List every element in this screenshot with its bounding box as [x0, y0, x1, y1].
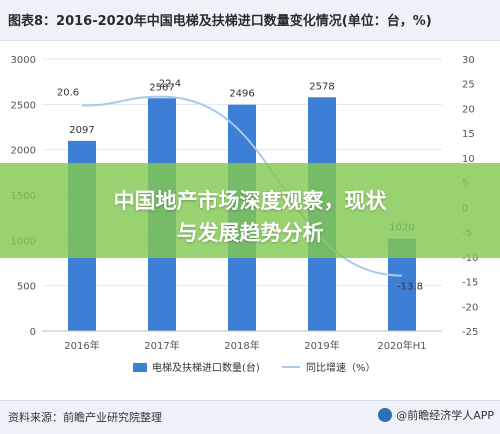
x-tick-label: 2020年H1 [377, 339, 426, 352]
line-value-label: 20.6 [57, 87, 79, 98]
y-right-tick-label: -25 [462, 327, 478, 338]
article-overlay: 中国地产市场深度观察，现状 与发展趋势分析 [0, 163, 500, 258]
y-right-tick-label: -20 [462, 302, 478, 313]
y-right-tick-label: 15 [462, 129, 475, 140]
y-right-tick-label: 25 [462, 80, 475, 91]
source-note: 资料来源：前瞻产业研究院整理 [8, 411, 162, 424]
overlay-title-line1: 中国地产市场深度观察，现状 [113, 189, 387, 213]
x-tick-label: 2019年 [304, 339, 339, 352]
y-left-tick-label: 500 [17, 282, 36, 293]
brand-label: @前瞻经济学人APP [396, 409, 494, 422]
y-right-tick-label: -10 [462, 253, 478, 264]
x-tick-label: 2018年 [224, 339, 259, 352]
x-tick-label: 2017年 [144, 339, 179, 352]
overlay-title-line2: 与发展趋势分析 [176, 221, 324, 245]
brand-logo-icon [378, 408, 393, 422]
legend-line-label: 同比增速（%） [306, 361, 376, 374]
chart-title: 图表8：2016-2020年中国电梯及扶梯进口数量变化情况(单位：台，%) [8, 14, 432, 29]
y-left-tick-label: 3000 [11, 55, 36, 66]
y-left-tick-label: 0 [30, 327, 36, 338]
legend-bar-swatch [133, 363, 147, 372]
bar-value-label: 2097 [69, 125, 94, 136]
x-tick-label: 2016年 [64, 339, 99, 352]
legend-bar-label: 电梯及扶梯进口数量(台) [152, 361, 260, 374]
legend: 电梯及扶梯进口数量(台) 同比增速（%） [133, 361, 376, 374]
y-right-tick-label: 10 [462, 154, 475, 165]
line-value-label: -13.8 [397, 282, 423, 293]
bar-value-label: 2567 [149, 82, 174, 93]
bar-value-label: 2578 [309, 81, 334, 92]
y-right-tick-label: 30 [462, 55, 475, 66]
x-axis: 2016年 2017年 2018年 2019年 2020年H1 [42, 330, 442, 352]
title-bar: 图表8：2016-2020年中国电梯及扶梯进口数量变化情况(单位：台，%) [0, 0, 500, 41]
line-value-label: 22.4 [159, 79, 181, 90]
y-right-tick-label: 20 [462, 104, 475, 115]
y-left-tick-label: 2500 [11, 100, 36, 111]
brand-credit: @前瞻经济学人APP [378, 407, 494, 423]
bar-value-label: 2496 [229, 89, 254, 100]
footer: 资料来源：前瞻产业研究院整理 @前瞻经济学人APP [0, 400, 500, 434]
y-left-tick-label: 2000 [11, 146, 36, 157]
y-right-tick-label: -15 [462, 278, 478, 289]
